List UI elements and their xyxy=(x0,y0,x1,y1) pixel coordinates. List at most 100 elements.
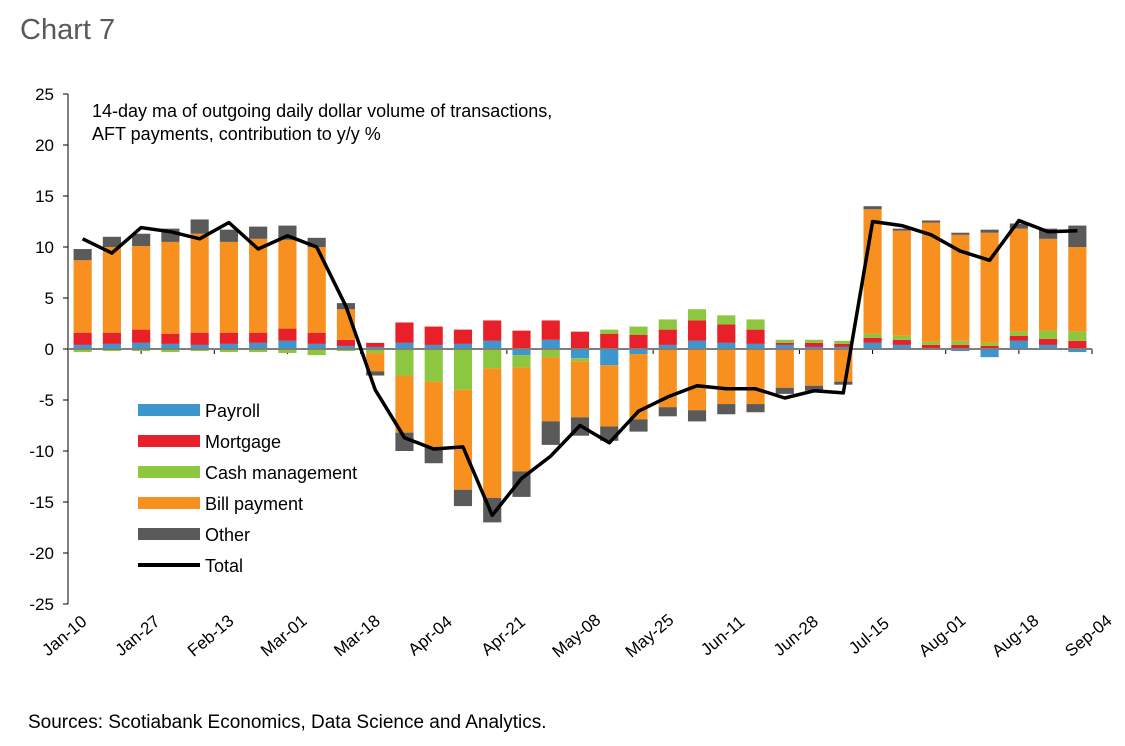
bar-segment-payroll xyxy=(541,339,560,349)
bar-segment-bill-payment xyxy=(951,234,970,341)
legend-swatch xyxy=(138,435,200,447)
x-tick-label: Apr-04 xyxy=(405,612,456,659)
bar-segment-payroll xyxy=(219,343,238,349)
x-tick-label: Aug-18 xyxy=(988,611,1042,661)
bar-segment-bill-payment xyxy=(161,241,180,334)
x-tick-label: Jun-28 xyxy=(770,612,822,660)
bar-segment-mortgage xyxy=(453,329,473,344)
bar-segment-other xyxy=(219,229,238,242)
bar-segment-payroll xyxy=(980,349,999,358)
x-tick-label: Jun-11 xyxy=(697,612,748,659)
x-tick-label: May-08 xyxy=(549,610,605,661)
bar-segment-bill-payment xyxy=(687,349,707,411)
bar-segment-cash-management xyxy=(980,342,999,346)
bar-segment-cash-management xyxy=(219,349,238,353)
x-tick-label: Jan-27 xyxy=(112,612,164,660)
bar-segment-cash-management xyxy=(600,329,619,334)
x-tick-label: Apr-21 xyxy=(478,612,529,659)
bar-segment-cash-management xyxy=(395,349,414,376)
bar-segment-mortgage xyxy=(1068,340,1087,349)
bar-segment-cash-management xyxy=(951,340,970,345)
bar-segment-payroll xyxy=(600,349,619,366)
bar-segment-payroll xyxy=(863,342,882,349)
bar-segment-bill-payment xyxy=(307,247,326,333)
bar-segment-payroll xyxy=(834,346,853,349)
bar-segment-cash-management xyxy=(570,358,590,362)
legend-label: Bill payment xyxy=(205,494,303,514)
bar-segment-cash-management xyxy=(892,335,911,340)
bar-segment-other xyxy=(366,371,385,376)
bar-segment-mortgage xyxy=(600,333,619,349)
bar-segment-cash-management xyxy=(717,315,736,325)
bar-segment-bill-payment xyxy=(132,245,151,330)
bar-segment-payroll xyxy=(190,344,209,349)
bar-segment-payroll xyxy=(1039,344,1058,349)
bar-segment-cash-management xyxy=(1068,331,1087,341)
bar-segment-bill-payment xyxy=(775,349,794,388)
bar-segment-payroll xyxy=(424,344,443,349)
bar-segment-mortgage xyxy=(219,332,238,344)
bar-segment-bill-payment xyxy=(541,357,560,422)
y-tick-label: 0 xyxy=(45,340,54,359)
bar-segment-mortgage xyxy=(687,320,707,341)
bar-segment-other xyxy=(512,471,531,497)
legend-swatch xyxy=(138,466,200,478)
bar-segment-mortgage xyxy=(73,332,92,345)
bar-segment-mortgage xyxy=(132,329,151,343)
bar-segment-other xyxy=(307,237,326,247)
legend-label: Payroll xyxy=(205,401,260,421)
bar-segment-payroll xyxy=(249,342,268,349)
legend-swatch xyxy=(138,528,200,540)
bar-segment-payroll xyxy=(746,343,765,349)
bar-segment-cash-management xyxy=(102,349,121,352)
bar-segment-bill-payment xyxy=(366,353,385,372)
x-tick-label: Mar-01 xyxy=(257,611,310,660)
bar-segment-cash-management xyxy=(834,340,853,344)
annotation-line-2: AFT payments, contribution to y/y % xyxy=(92,124,381,144)
bar-segment-cash-management xyxy=(453,349,473,390)
bar-segment-payroll xyxy=(892,344,911,349)
total-line-layer xyxy=(81,218,1078,518)
total-line xyxy=(81,218,1078,518)
x-tick-label: Aug-01 xyxy=(915,611,969,661)
bar-segment-payroll xyxy=(73,344,92,349)
bar-segment-payroll xyxy=(775,344,794,349)
bar-segment-mortgage xyxy=(395,322,414,343)
bar-segment-payroll xyxy=(687,340,707,349)
bar-segment-mortgage xyxy=(336,339,356,346)
bar-segment-mortgage xyxy=(892,339,911,345)
bar-segment-other xyxy=(73,249,92,261)
bar-segment-other xyxy=(980,229,999,233)
bar-segment-bill-payment xyxy=(804,349,824,386)
bar-segment-payroll xyxy=(717,342,736,349)
bar-segment-mortgage xyxy=(775,342,794,345)
bar-segment-bill-payment xyxy=(717,349,736,405)
bar-segment-payroll xyxy=(629,349,648,355)
bar-segment-payroll xyxy=(804,346,824,349)
legend-label: Other xyxy=(205,525,250,545)
bar-segment-payroll xyxy=(512,349,531,356)
bar-segment-mortgage xyxy=(980,345,999,349)
bar-segment-bill-payment xyxy=(219,241,238,333)
bar-segment-cash-management xyxy=(249,349,268,353)
bar-segment-other xyxy=(1039,228,1058,239)
bar-segment-mortgage xyxy=(1039,338,1058,345)
bar-segment-cash-management xyxy=(336,349,356,352)
legend-swatch xyxy=(138,404,200,416)
legend: Payroll Mortgage Cash management Bill payme… xyxy=(138,401,357,576)
bar-segment-payroll xyxy=(1068,349,1087,353)
bar-segment-mortgage xyxy=(512,330,531,349)
bar-segment-payroll xyxy=(366,346,385,349)
bar-segment-cash-management xyxy=(73,349,92,353)
bar-segment-mortgage xyxy=(249,332,268,343)
bar-segment-other xyxy=(687,410,707,422)
bar-segment-other xyxy=(951,232,970,235)
x-tick-label: May-25 xyxy=(622,610,678,661)
y-tick-label: -25 xyxy=(29,595,54,614)
bar-segment-mortgage xyxy=(658,329,677,345)
bar-segment-bill-payment xyxy=(658,349,677,408)
bar-segment-other xyxy=(922,220,941,223)
bar-segment-cash-management xyxy=(687,309,707,321)
bar-segment-cash-management xyxy=(424,349,443,382)
